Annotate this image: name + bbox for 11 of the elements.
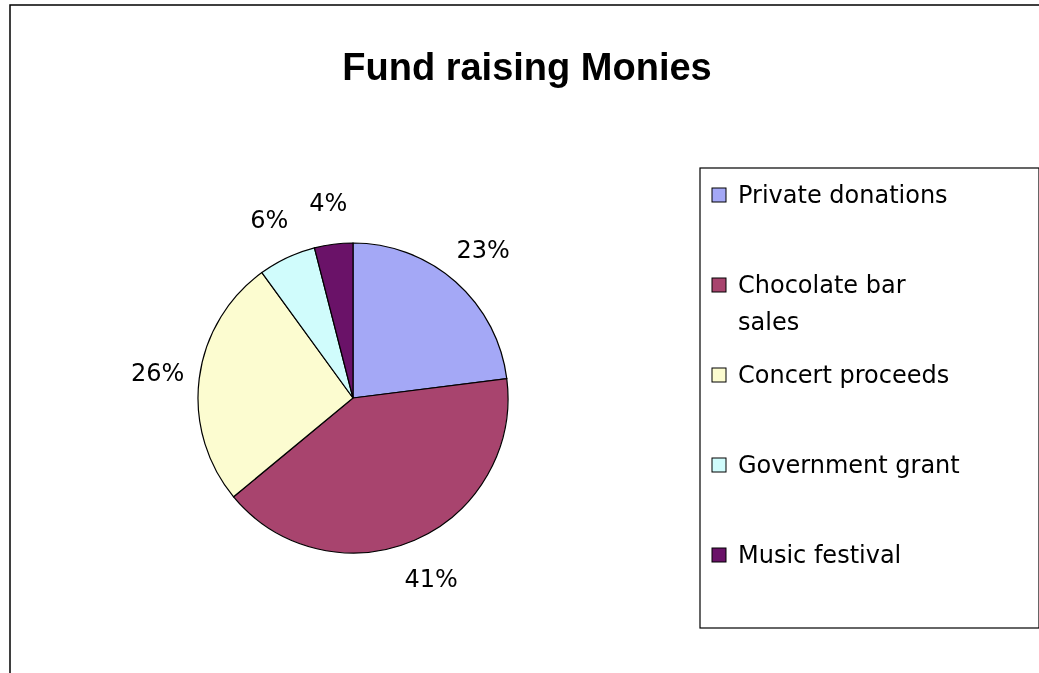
legend-label: Music festival [738, 541, 902, 569]
legend-label: Government grant [738, 451, 960, 479]
data-label: 23% [456, 236, 510, 265]
legend-label: Chocolate bar sales [738, 271, 906, 336]
data-label: 6% [250, 205, 289, 234]
data-label: 26% [131, 359, 185, 388]
legend-label: Concert proceeds [738, 361, 950, 389]
chart-title: Fund raising Monies [342, 46, 712, 88]
data-label: 4% [309, 188, 348, 217]
legend-label: Private donations [738, 181, 948, 209]
data-label: 41% [404, 564, 458, 593]
